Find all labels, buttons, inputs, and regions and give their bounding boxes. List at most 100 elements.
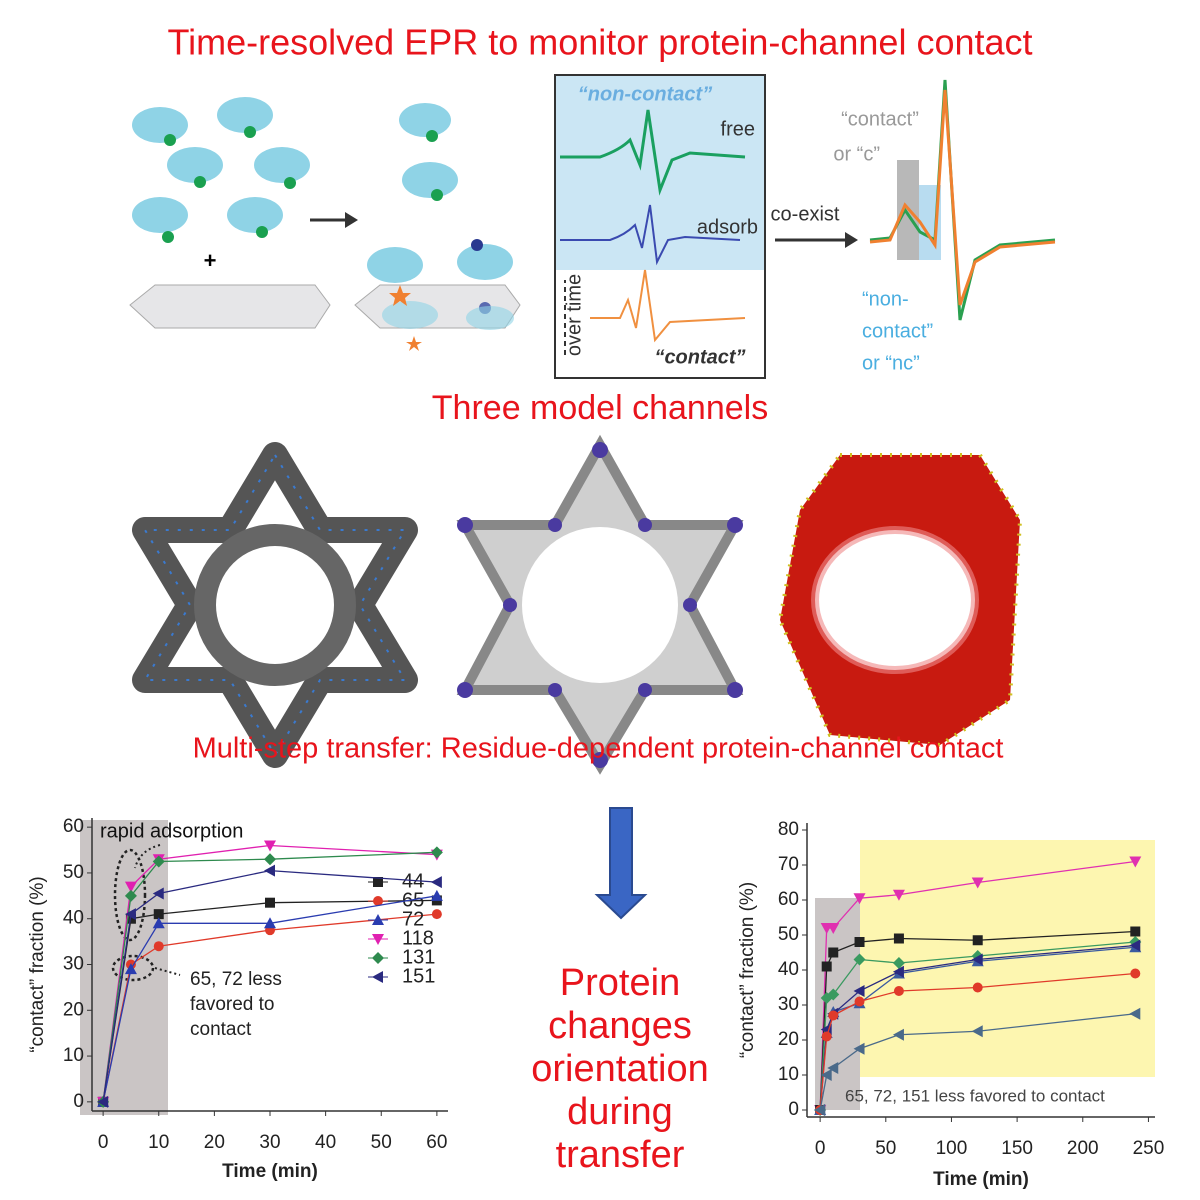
marker [893, 933, 904, 944]
marker [264, 853, 276, 866]
non-contact-region [556, 76, 764, 270]
marker [972, 982, 983, 993]
legend-label: 44 [402, 870, 424, 892]
free-label: free [721, 118, 755, 140]
marker [373, 896, 383, 906]
marker [152, 917, 165, 929]
x-tick-label: 10 [148, 1132, 169, 1153]
marker [264, 864, 275, 877]
marker [430, 846, 443, 859]
marker [972, 935, 983, 946]
marker [265, 897, 275, 908]
y-tick-label: 10 [63, 1045, 84, 1066]
marker [1129, 856, 1142, 868]
x-tick-label: 150 [1001, 1138, 1033, 1159]
annotation: 65, 72 less [190, 969, 282, 990]
spectrum-free [560, 109, 746, 196]
conclusion-text: Protein [560, 962, 680, 1004]
marker [814, 1104, 826, 1116]
over-time-label: over time [563, 274, 585, 356]
x-tick-label: 200 [1067, 1138, 1099, 1159]
marker [1129, 939, 1141, 952]
x-tick-label: 0 [815, 1138, 826, 1159]
marker [264, 917, 276, 929]
spectrum-orange [869, 89, 1056, 306]
marker [430, 889, 443, 901]
y-tick-label: 50 [63, 862, 84, 883]
y-tick-label: 60 [63, 816, 84, 837]
marker [854, 937, 865, 947]
marker [1130, 968, 1141, 979]
conclusion-text: changes [548, 1005, 692, 1047]
marker [827, 1062, 839, 1074]
marker [431, 909, 442, 920]
y-tick-label: 30 [63, 954, 84, 975]
marker [827, 923, 840, 934]
legend-label: 131 [402, 946, 435, 968]
annotation: 65, 72, 151 less favored to contact [845, 1086, 1105, 1105]
contact-text: or “c” [833, 143, 880, 165]
annotation-arrow [154, 967, 181, 976]
marker [893, 986, 904, 996]
y-tick-label: 80 [778, 819, 799, 840]
x-tick-label: 60 [426, 1132, 447, 1153]
arrow-head [345, 212, 358, 228]
x-tick-label: 20 [204, 1132, 225, 1153]
marker [892, 965, 904, 978]
marker [372, 914, 384, 925]
marker [828, 1010, 839, 1021]
annotation: favored to [190, 994, 275, 1015]
marker [124, 881, 137, 893]
y-axis-title: “contact” fraction (%) [27, 876, 48, 1052]
structure-3 [777, 453, 1023, 748]
y-tick-label: 0 [73, 1091, 84, 1112]
marker [124, 963, 137, 975]
annotation: contact [190, 1019, 252, 1040]
marker [264, 840, 276, 852]
spectrum-adsorb [560, 204, 741, 266]
marker [853, 953, 866, 966]
x-tick-label: 40 [315, 1132, 336, 1153]
marker [372, 952, 384, 964]
marker [153, 909, 164, 920]
x-tick-label: 50 [875, 1138, 896, 1159]
marker [827, 988, 840, 1001]
marker [1130, 926, 1141, 937]
marker [373, 877, 383, 887]
spectrum-contact [590, 269, 746, 343]
co-exist-label: co-exist [771, 203, 840, 225]
y-tick-label: 50 [778, 924, 799, 945]
section-heading: Three model channels [432, 389, 768, 427]
protein-illustration [132, 97, 310, 243]
x-tick-label: 250 [1133, 1138, 1165, 1159]
x-axis-title: Time (min) [933, 1169, 1029, 1190]
marker [124, 889, 137, 902]
marker [892, 957, 905, 969]
marker [820, 1069, 832, 1081]
non-contact-text: or “nc” [862, 352, 920, 374]
x-tick-label: 50 [371, 1132, 392, 1153]
y-tick-label: 70 [778, 854, 799, 875]
contact-text: “contact” [841, 108, 919, 130]
conclusion-text: orientation [531, 1048, 708, 1090]
legend-label: 151 [402, 965, 435, 987]
main-title: Time-resolved EPR to monitor protein-cha… [167, 22, 1032, 63]
marker [124, 908, 136, 921]
marker [97, 1095, 109, 1108]
annotation-ellipse [111, 954, 155, 982]
marker [853, 985, 865, 997]
legend-label: 72 [402, 908, 424, 930]
non-contact-text: “non- [862, 288, 909, 310]
x-axis-title: Time (min) [222, 1161, 318, 1182]
y-tick-label: 40 [63, 908, 84, 929]
arrow-head [845, 232, 858, 248]
marker [892, 1028, 904, 1041]
x-tick-label: 30 [259, 1132, 280, 1153]
marker [372, 971, 383, 983]
marker [372, 934, 384, 945]
annotation: rapid adsorption [100, 820, 243, 842]
legend-label: 118 [402, 927, 434, 949]
y-tick-label: 20 [778, 1029, 799, 1050]
section-heading: Multi-step transfer: Residue-dependent p… [193, 733, 1004, 765]
